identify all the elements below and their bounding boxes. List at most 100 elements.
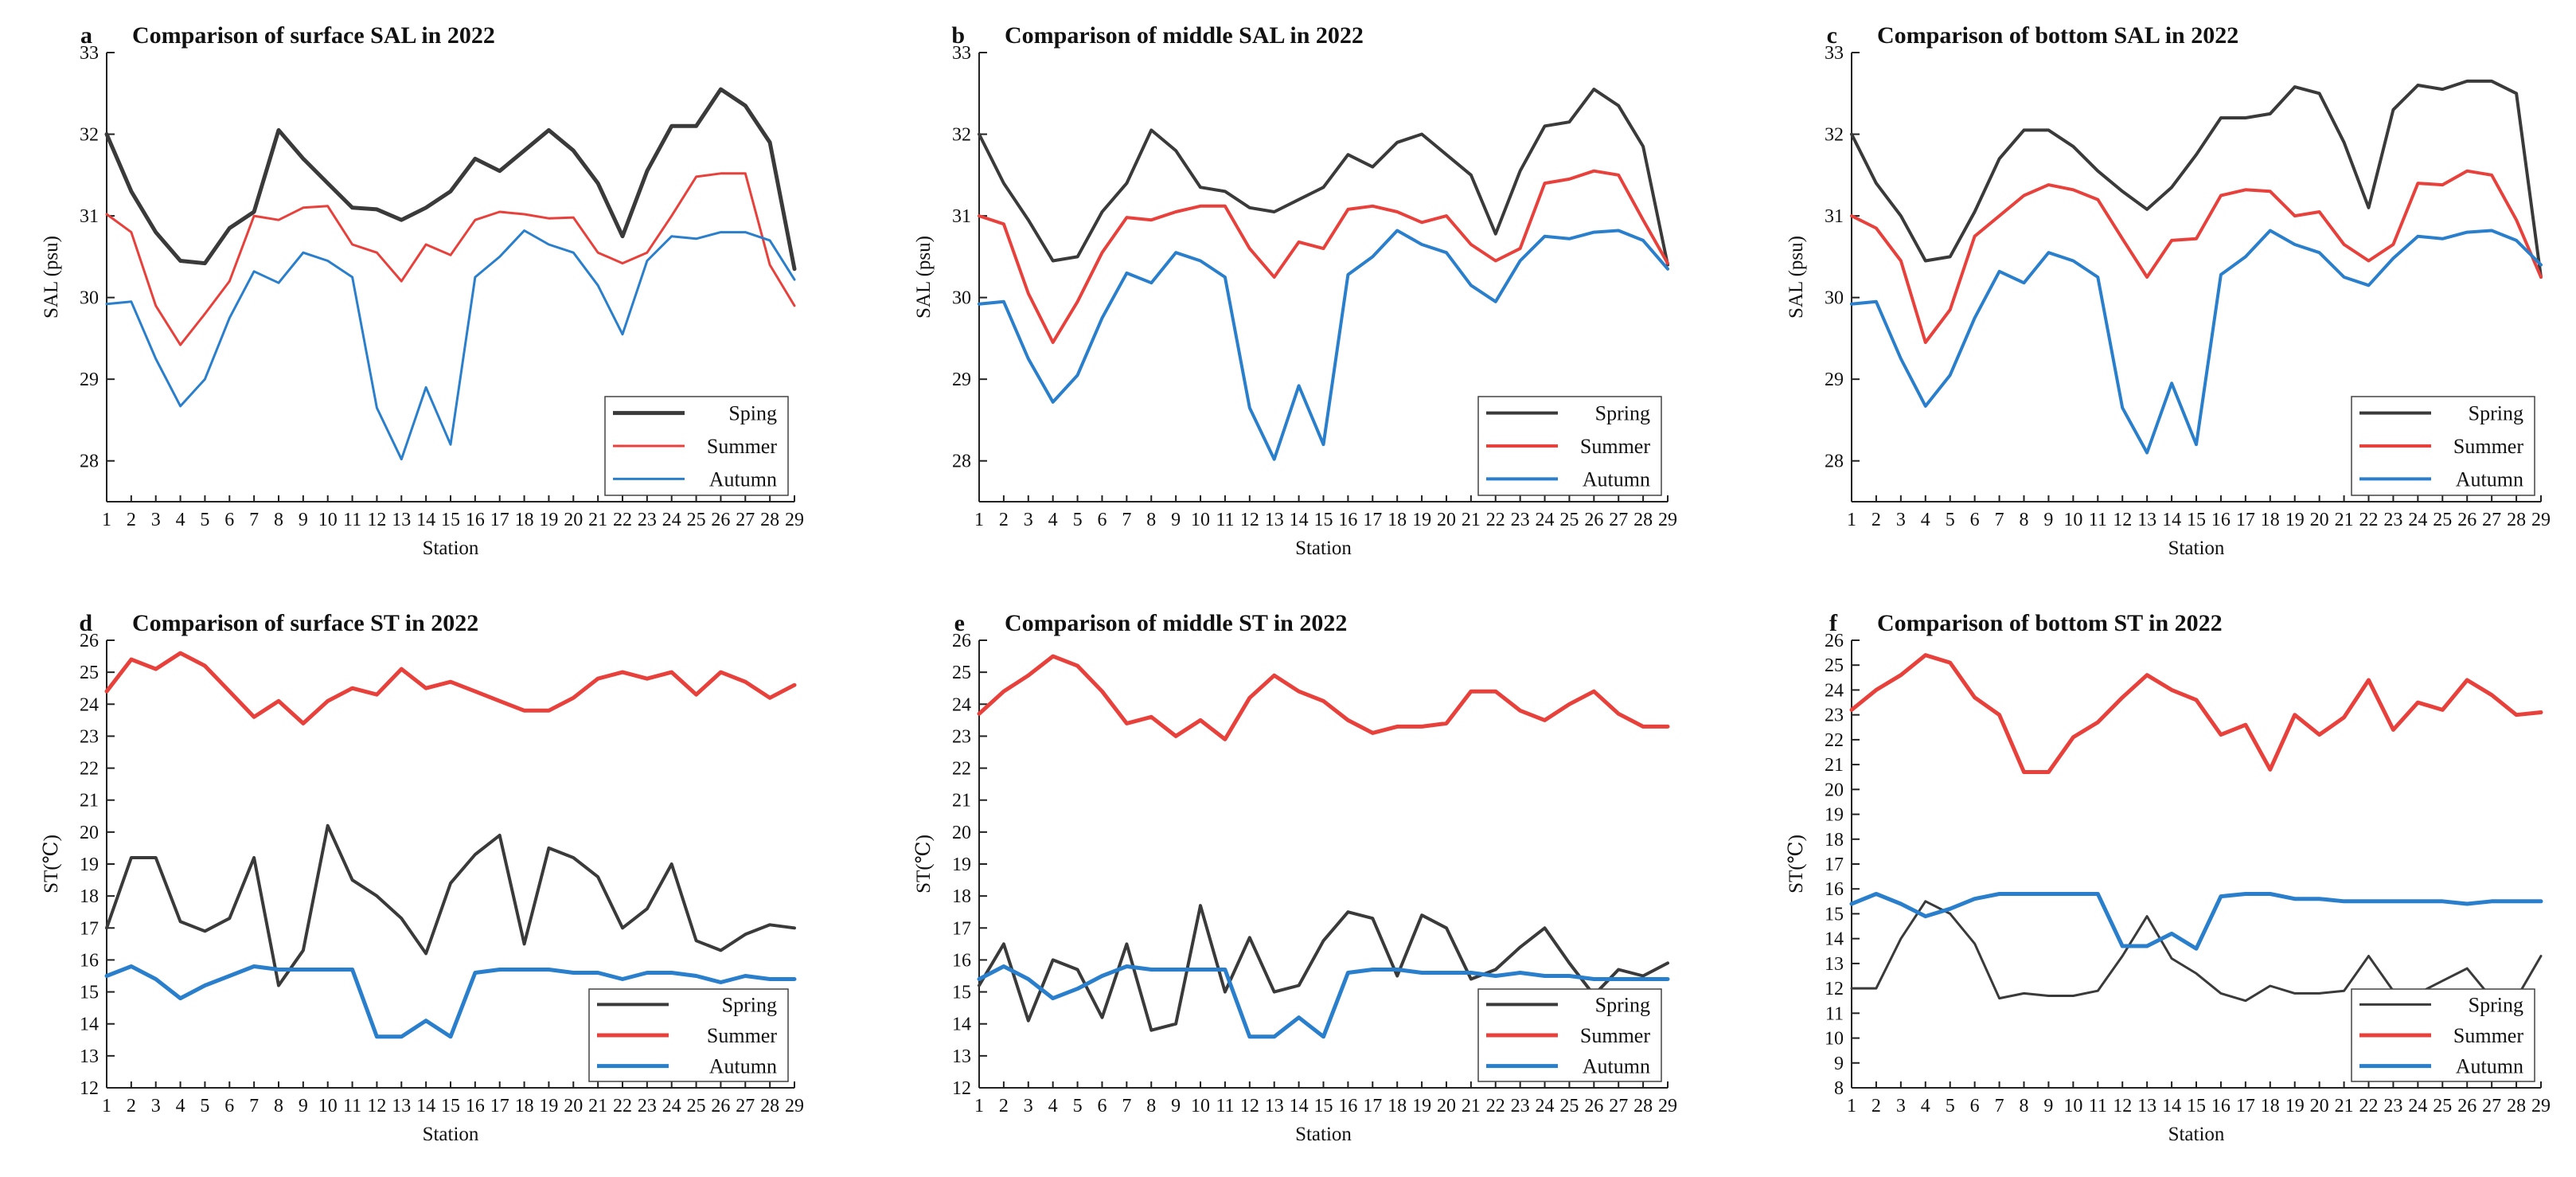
x-tick-label: 6 (224, 510, 234, 530)
y-tick-label: 33 (952, 43, 971, 64)
x-tick-label: 1 (102, 510, 111, 530)
x-tick-label: 23 (2383, 1096, 2402, 1116)
y-tick-label: 17 (952, 918, 971, 939)
y-tick-label: 12 (80, 1078, 99, 1099)
panel-letter: d (79, 610, 92, 636)
x-tick-label: 26 (711, 510, 730, 530)
x-tick-label: 10 (318, 510, 338, 530)
chart-title: Comparison of middle ST in 2022 (1005, 610, 1347, 636)
y-tick-label: 28 (80, 452, 99, 472)
y-tick-label: 12 (952, 1078, 971, 1099)
x-tick-label: 21 (588, 1096, 607, 1116)
x-tick-label: 7 (249, 510, 259, 530)
x-tick-label: 19 (2285, 1096, 2305, 1116)
x-tick-label: 11 (343, 510, 361, 530)
x-tick-label: 3 (1024, 510, 1033, 530)
panel-letter: f (1829, 610, 1838, 636)
x-tick-label: 29 (2531, 1096, 2551, 1116)
x-tick-label: 28 (760, 1096, 779, 1116)
x-tick-label: 28 (1633, 510, 1653, 530)
legend: Sping Summer Autumn (604, 396, 789, 496)
x-tick-label: 9 (1171, 1096, 1181, 1116)
x-tick-label: 18 (1388, 510, 1407, 530)
y-tick-label: 10 (1825, 1029, 1844, 1050)
y-tick-label: 21 (1825, 755, 1844, 776)
x-tick-label: 4 (1048, 1096, 1058, 1116)
x-tick-label: 28 (760, 510, 779, 530)
chart-title: Comparison of bottom ST in 2022 (1877, 610, 2223, 636)
y-tick-label: 18 (1825, 830, 1844, 850)
series-line-autumn (105, 229, 796, 461)
x-tick-label: 14 (2162, 1096, 2181, 1116)
x-tick-label: 22 (2359, 1096, 2379, 1116)
x-tick-label: 1 (1847, 1096, 1856, 1116)
x-tick-label: 8 (2020, 510, 2029, 530)
y-tick-label: 32 (952, 125, 971, 146)
x-tick-label: 21 (588, 510, 607, 530)
panel-letter: a (80, 22, 92, 49)
x-tick-label: 23 (638, 1096, 657, 1116)
x-tick-label: 11 (1216, 510, 1234, 530)
legend-label-summer: Summer (1580, 1024, 1650, 1047)
x-tick-label: 16 (2211, 510, 2231, 530)
x-tick-label: 14 (416, 1096, 435, 1116)
y-tick-label: 22 (952, 759, 971, 780)
x-tick-label: 24 (662, 1096, 681, 1116)
legend-label-autumn: Autumn (709, 467, 777, 491)
panel-letter: c (1827, 22, 1837, 49)
x-tick-label: 15 (441, 1096, 460, 1116)
x-tick-label: 17 (2236, 510, 2255, 530)
x-tick-label: 18 (515, 510, 534, 530)
x-tick-label: 20 (564, 510, 583, 530)
y-tick-label: 24 (80, 694, 99, 715)
legend-label-summer: Summer (707, 1024, 777, 1047)
x-tick-label: 10 (318, 1096, 338, 1116)
x-tick-label: 29 (1658, 510, 1677, 530)
x-tick-label: 16 (1338, 510, 1357, 530)
x-tick-label: 7 (1995, 510, 2004, 530)
series-line-spring (978, 904, 1669, 1032)
y-tick-label: 26 (80, 631, 99, 651)
chart-title: Comparison of surface SAL in 2022 (132, 22, 495, 49)
x-tick-label: 24 (1536, 1096, 1555, 1116)
x-tick-label: 15 (441, 510, 460, 530)
x-tick-label: 16 (1338, 1096, 1357, 1116)
y-tick-label: 32 (80, 125, 99, 146)
y-tick-label: 30 (952, 288, 971, 309)
x-tick-label: 22 (1486, 510, 1505, 530)
x-tick-label: 4 (1048, 510, 1058, 530)
x-tick-label: 28 (2507, 1096, 2526, 1116)
x-tick-label: 23 (1511, 510, 1530, 530)
x-tick-label: 9 (2043, 1096, 2053, 1116)
x-tick-label: 26 (1584, 510, 1603, 530)
legend: Spring Summer Autumn (588, 988, 789, 1082)
x-tick-label: 7 (249, 1096, 259, 1116)
series-line-spring (105, 823, 796, 987)
x-tick-label: 1 (1847, 510, 1856, 530)
series-line-summer (977, 654, 1670, 741)
y-tick-label: 16 (1825, 879, 1844, 900)
x-tick-label: 25 (1559, 1096, 1579, 1116)
x-tick-label: 9 (299, 1096, 308, 1116)
x-tick-label: 27 (1609, 510, 1628, 530)
x-tick-label: 29 (2531, 510, 2551, 530)
panel-letter: e (954, 610, 965, 636)
y-tick-label: 24 (952, 694, 971, 715)
x-tick-label: 22 (613, 510, 632, 530)
x-tick-label: 5 (1073, 510, 1083, 530)
x-tick-label: 6 (1970, 1096, 1980, 1116)
x-tick-label: 24 (2408, 1096, 2427, 1116)
x-tick-label: 6 (224, 1096, 234, 1116)
y-tick-label: 25 (1825, 655, 1844, 676)
chart-title: Comparison of bottom SAL in 2022 (1877, 22, 2238, 49)
y-tick-label: 26 (952, 631, 971, 651)
x-tick-label: 24 (2408, 510, 2427, 530)
y-tick-label: 13 (80, 1046, 99, 1067)
x-tick-label: 18 (1388, 1096, 1407, 1116)
x-tick-label: 9 (2043, 510, 2053, 530)
x-tick-label: 17 (490, 1096, 509, 1116)
x-tick-label: 6 (1970, 510, 1980, 530)
y-tick-label: 29 (952, 370, 971, 390)
